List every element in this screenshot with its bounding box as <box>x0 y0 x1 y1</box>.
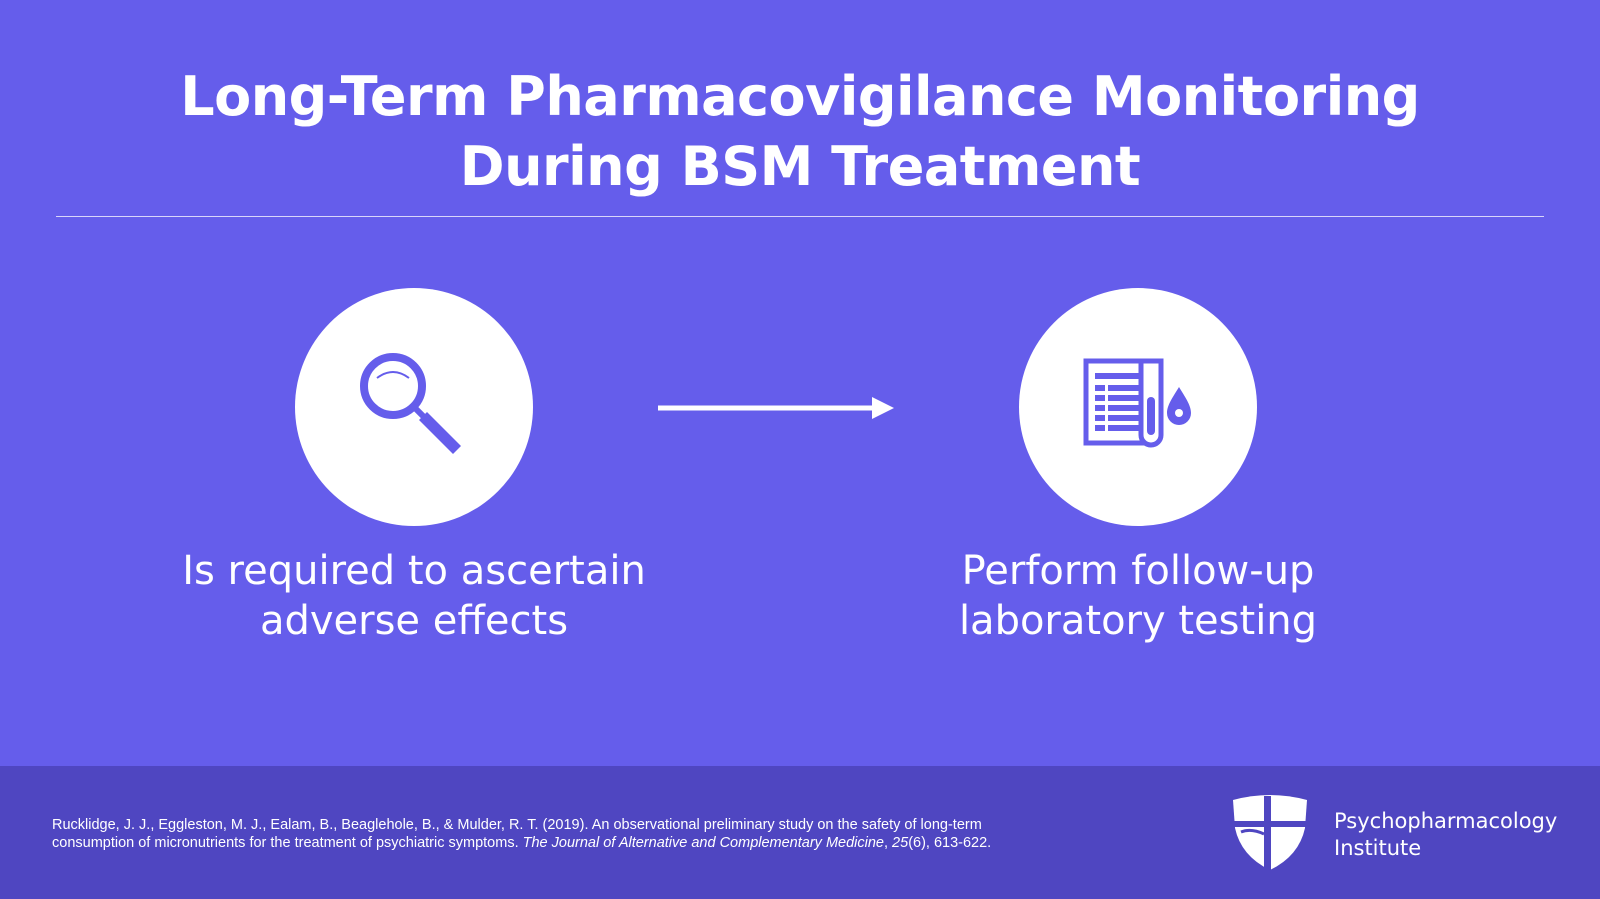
arrow-right-icon <box>658 397 894 419</box>
citation-volume: 25 <box>892 835 909 851</box>
logo-wordmark: Psychopharmacology Institute <box>1334 808 1557 862</box>
citation-line1: Rucklidge, J. J., Eggleston, M. J., Eala… <box>52 817 982 833</box>
slide-title-line2: During BSM Treatment <box>459 135 1141 198</box>
slide-title: Long-Term Pharmacovigilance Monitoring D… <box>0 62 1600 202</box>
lab-report-test-tube-icon <box>1083 358 1191 448</box>
step-1-caption-line2: adverse effects <box>259 598 569 644</box>
magnifying-glass-icon <box>360 353 461 454</box>
step-2-caption: Perform follow-up laboratory testing <box>858 546 1418 646</box>
step-1-circle <box>295 288 533 526</box>
logo-line2: Institute <box>1334 836 1422 860</box>
step-1-caption-line1: Is required to ascertain <box>182 548 646 594</box>
citation-journal: The Journal of Alternative and Complemen… <box>522 835 884 851</box>
citation: Rucklidge, J. J., Eggleston, M. J., Eala… <box>52 816 1152 852</box>
step-1-caption: Is required to ascertain adverse effects <box>134 546 694 646</box>
citation-text: consumption of micronutrients for the tr… <box>52 835 523 851</box>
step-2-circle <box>1019 288 1257 526</box>
shield-cross-icon <box>1233 795 1307 870</box>
footer-bar <box>0 766 1600 899</box>
title-divider <box>56 216 1544 217</box>
citation-line2: consumption of micronutrients for the tr… <box>52 834 1152 852</box>
logo-line1: Psychopharmacology <box>1334 809 1558 833</box>
step-2-caption-line2: laboratory testing <box>958 598 1318 644</box>
citation-separator: , <box>883 835 893 851</box>
step-2-caption-line1: Perform follow-up <box>961 548 1315 594</box>
citation-pages: (6), 613-622. <box>908 835 992 851</box>
slide-title-line1: Long-Term Pharmacovigilance Monitoring <box>180 65 1420 128</box>
